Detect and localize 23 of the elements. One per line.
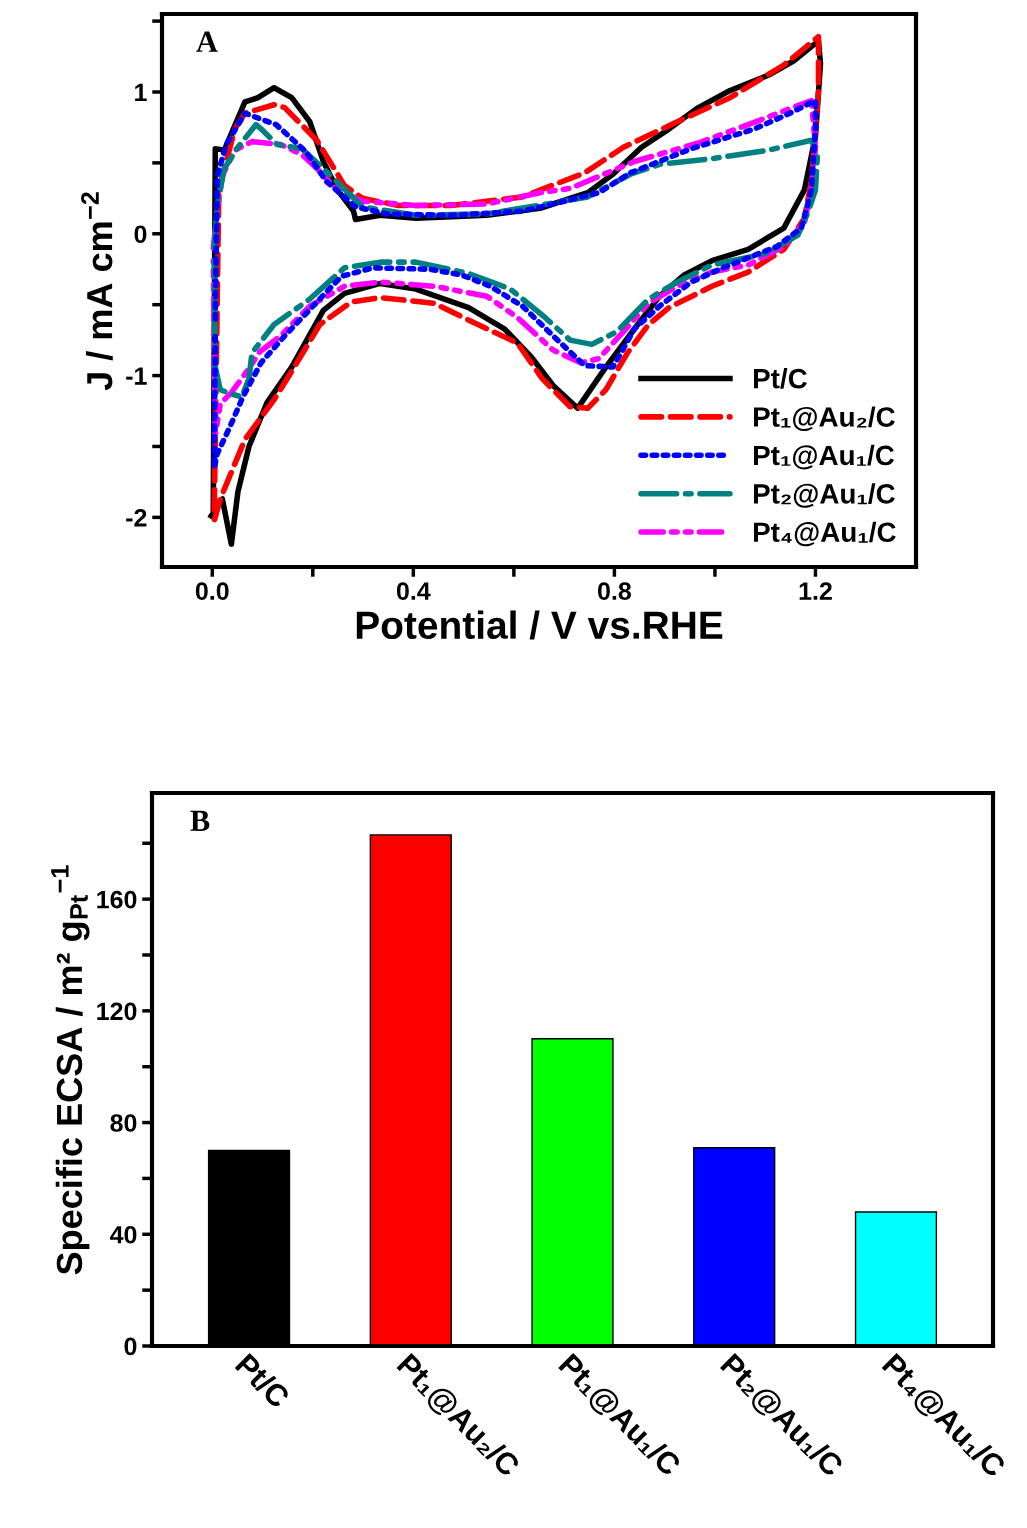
x-axis-title: Potential / V vs.RHE [356, 610, 723, 640]
x-tick-label: 0.8 [598, 582, 632, 600]
y-axis-title: J / mA cm$^{−2}$ [81, 192, 113, 391]
x-tick-label: 1.2 [799, 582, 832, 600]
y-tick-label: 160 [97, 890, 137, 909]
y-tick-label: 0 [134, 225, 147, 244]
legend-label: Pt/C [754, 368, 807, 389]
y-tick-label: 120 [97, 1002, 137, 1021]
legend-label: Pt₁@Au₂/C [754, 406, 895, 432]
y-axis-title: Specific ECSA / m² g$_{Pt}$$^{−1}$ [51, 865, 90, 1275]
legend-label: Pt₄@Au₁/C [754, 521, 896, 547]
annotation: B [190, 810, 210, 831]
legend-label: Pt₂@Au₁/C [754, 483, 895, 508]
legend-label: Pt₁@Au₁/C [754, 444, 895, 470]
annotation: A [196, 31, 218, 52]
y-tick-label: 1 [135, 83, 147, 102]
y-tick-label: -2 [126, 508, 147, 527]
x-tick-label: 0.0 [195, 582, 229, 600]
y-tick-label: 40 [109, 1225, 137, 1244]
y-tick-label: 80 [110, 1114, 137, 1132]
y-tick-label: 0 [124, 1337, 137, 1356]
x-tick-label: 0.4 [396, 582, 431, 600]
y-tick-label: -1 [126, 367, 147, 385]
